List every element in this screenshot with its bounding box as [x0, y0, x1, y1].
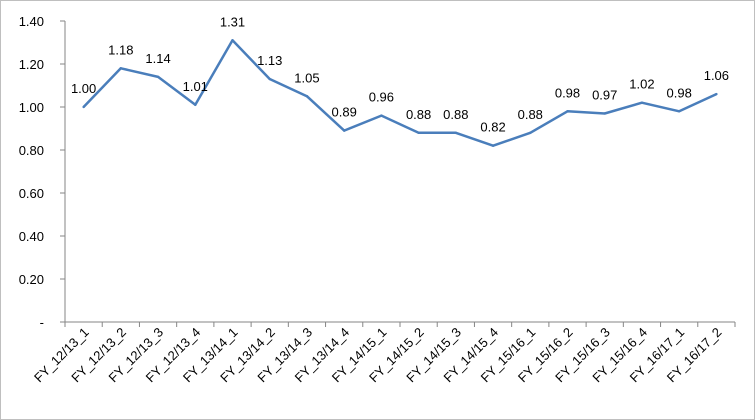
- data-label: 1.13: [257, 53, 282, 68]
- data-point: [417, 131, 420, 134]
- y-tick-label: -: [40, 315, 44, 330]
- data-point: [305, 95, 309, 98]
- data-label: 0.98: [555, 85, 580, 100]
- y-axis: - 0.20 0.40 0.60 0.80 1.00 1.20 1.40: [19, 14, 66, 330]
- data-label: 1.31: [220, 14, 245, 29]
- data-label: 1.14: [145, 51, 170, 66]
- data-point: [640, 101, 644, 104]
- data-label: 1.05: [294, 70, 319, 85]
- data-point: [566, 110, 569, 113]
- y-tick-label: 0.80: [19, 143, 44, 158]
- data-label: 0.88: [443, 107, 468, 122]
- data-point: [677, 110, 681, 113]
- data-label: 0.96: [369, 90, 394, 105]
- data-label: 1.02: [629, 77, 654, 92]
- data-labels: 1.00 1.18 1.14 1.01 1.31 1.13 1.05 0.89 0.96 0.88…: [71, 14, 729, 134]
- series: [82, 39, 718, 147]
- data-point: [380, 114, 383, 117]
- data-point: [603, 112, 606, 115]
- x-axis: FY_12/13_1FY_12/13_2FY_12/13_3FY_12/13_4…: [31, 321, 736, 385]
- y-tick-label: 1.40: [19, 14, 44, 29]
- data-point: [342, 129, 346, 132]
- data-label: 0.88: [518, 107, 543, 122]
- data-label: 0.88: [406, 107, 431, 122]
- data-point: [194, 103, 197, 107]
- data-label: 0.82: [480, 120, 505, 135]
- data-point: [491, 144, 495, 147]
- y-tick-label: 0.40: [19, 229, 44, 244]
- y-tick-label: 0.60: [19, 186, 44, 201]
- data-point: [715, 92, 718, 96]
- data-label: 1.01: [183, 79, 208, 94]
- data-point: [231, 39, 234, 42]
- data-label: 0.98: [667, 85, 692, 100]
- data-point: [119, 67, 123, 70]
- data-label: 1.06: [704, 68, 729, 83]
- series-line: [82, 39, 717, 147]
- data-point: [268, 77, 271, 81]
- data-point: [529, 131, 532, 134]
- data-label: 0.89: [332, 105, 357, 120]
- data-label: 1.18: [108, 42, 133, 57]
- y-tick-label: 1.00: [19, 100, 44, 115]
- y-tick-label: 0.20: [19, 272, 44, 287]
- y-tick-label: 1.20: [19, 57, 44, 72]
- data-point: [156, 75, 160, 79]
- data-point: [82, 105, 85, 109]
- data-point: [454, 131, 458, 134]
- data-label: 0.97: [592, 87, 617, 102]
- data-label: 1.00: [71, 81, 96, 96]
